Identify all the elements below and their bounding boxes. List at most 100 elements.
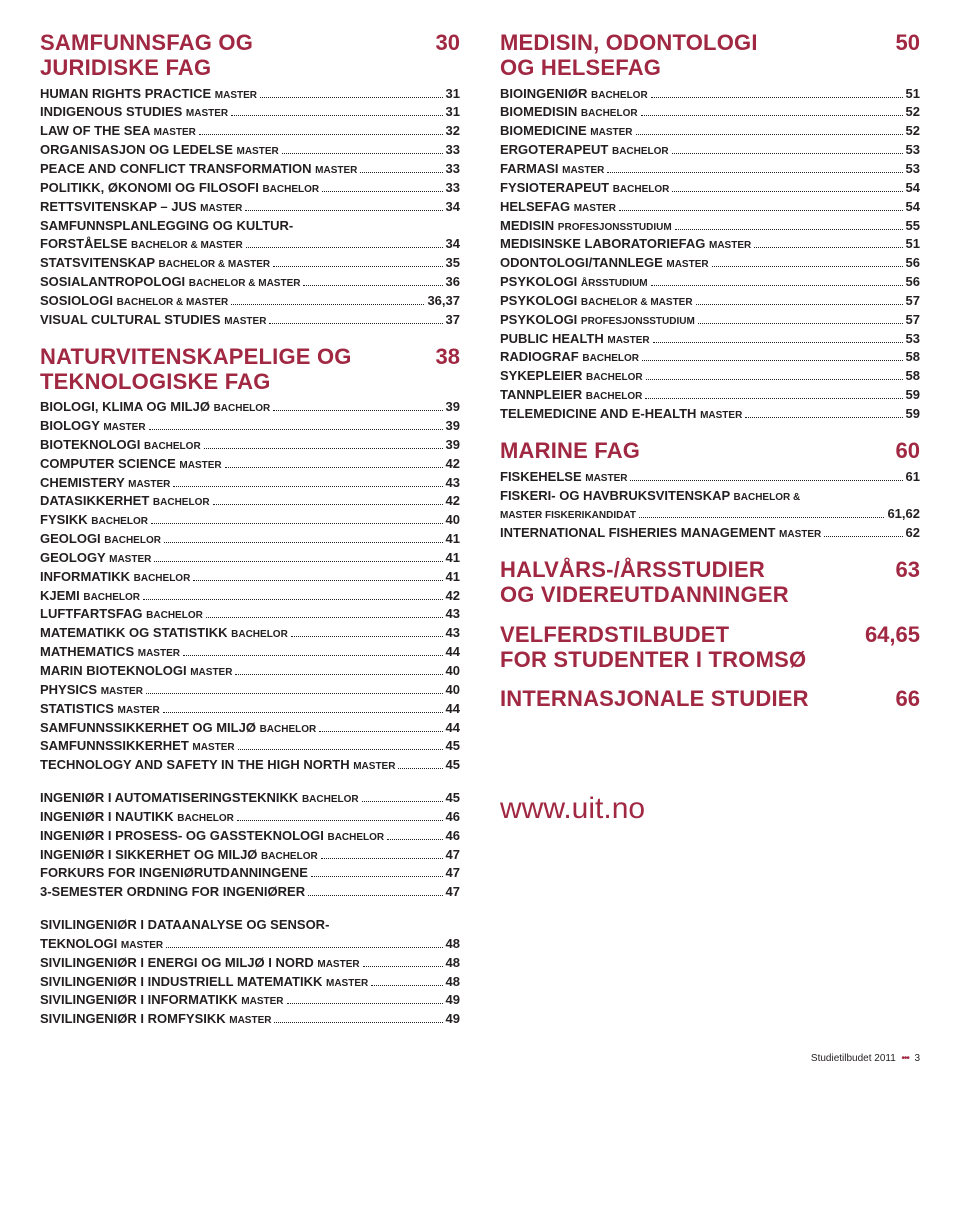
leader-dots — [151, 523, 443, 524]
toc-title: FARMASI MASTER — [500, 160, 604, 179]
toc-page: 42 — [446, 492, 460, 511]
toc-row: MASTER FISKERIKANDIDAT61,62 — [500, 505, 920, 524]
toc-page: 34 — [446, 235, 460, 254]
toc-row: FORKURS FOR INGENIØRUTDANNINGENE47 — [40, 864, 460, 883]
toc-title: COMPUTER SCIENCE MASTER — [40, 455, 222, 474]
toc-title: BIOMEDICINE MASTER — [500, 122, 633, 141]
toc-page: 36 — [446, 273, 460, 292]
toc-page: 33 — [446, 160, 460, 179]
leader-dots — [246, 247, 443, 248]
toc-page: 51 — [906, 235, 920, 254]
toc-row: INGENIØR I NAUTIKK BACHELOR 46 — [40, 808, 460, 827]
leader-dots — [149, 429, 443, 430]
toc-title: 3-SEMESTER ORDNING FOR INGENIØRER — [40, 883, 305, 902]
section-heading: INTERNASJONALE STUDIER66 — [500, 686, 920, 712]
toc-title: ORGANISASJON OG LEDELSE MASTER — [40, 141, 279, 160]
toc-title: INGENIØR I AUTOMATISERINGSTEKNIKK BACHEL… — [40, 789, 359, 808]
toc-title: FISKEHELSE MASTER — [500, 468, 627, 487]
toc-row: BIOLOGY MASTER39 — [40, 417, 460, 436]
leader-dots — [282, 153, 443, 154]
leader-dots — [745, 417, 902, 418]
toc-row: SIVILINGENIØR I ROMFYSIKK MASTER49 — [40, 1010, 460, 1029]
leader-dots — [636, 134, 903, 135]
toc-row: MATHEMATICS MASTER 44 — [40, 643, 460, 662]
toc-title: GEOLOGY MASTER — [40, 549, 151, 568]
toc-page: 53 — [906, 330, 920, 349]
leader-dots — [698, 323, 903, 324]
toc-row: MATEMATIKK OG STATISTIKK BACHELOR43 — [40, 624, 460, 643]
toc-page: 41 — [446, 549, 460, 568]
toc-title: LUFTFARTSFAG BACHELOR — [40, 605, 203, 624]
toc-title: STATISTICS MASTER — [40, 700, 160, 719]
toc-title: LAW OF THE SEA MASTER — [40, 122, 196, 141]
toc-row: INDIGENOUS STUDIES MASTER31 — [40, 103, 460, 122]
toc-page: 45 — [446, 789, 460, 808]
section-page-number: 50 — [884, 30, 920, 56]
toc-page: 45 — [446, 737, 460, 756]
toc-page: 47 — [446, 883, 460, 902]
leader-dots — [696, 304, 903, 305]
toc-title: SAMFUNNSSIKKERHET OG MILJØ BACHELOR — [40, 719, 316, 738]
footer-label: Studietilbudet 2011 — [811, 1053, 896, 1064]
toc-title: DATASIKKERHET BACHELOR — [40, 492, 210, 511]
section-heading: MEDISIN, ODONTOLOGIOG HELSEFAG50 — [500, 30, 920, 81]
toc-row: MEDISIN PROFESJONSSTUDIUM55 — [500, 217, 920, 236]
toc-row: VISUAL CULTURAL STUDIES MASTER37 — [40, 311, 460, 330]
toc-title: INGENIØR I NAUTIKK BACHELOR — [40, 808, 234, 827]
toc-title: MATEMATIKK OG STATISTIKK BACHELOR — [40, 624, 288, 643]
leader-dots — [193, 580, 442, 581]
site-url: www.uit.no — [500, 792, 920, 826]
toc-row: FISKERI- OG HAVBRUKSVITENSKAP BACHELOR & — [500, 487, 920, 506]
left-column: SAMFUNNSFAG OGJURIDISKE FAG30HUMAN RIGHT… — [40, 30, 460, 1029]
section-title: MARINE FAG — [500, 438, 640, 463]
toc-page: 45 — [446, 756, 460, 775]
toc-page: 46 — [446, 808, 460, 827]
toc-page: 32 — [446, 122, 460, 141]
toc-row: SIVILINGENIØR I INFORMATIKK MASTER49 — [40, 991, 460, 1010]
leader-dots — [641, 115, 903, 116]
section-page-number: 63 — [884, 557, 920, 583]
toc-title: FYSIOTERAPEUT BACHELOR — [500, 179, 669, 198]
leader-dots — [651, 285, 903, 286]
toc-title: TANNPLEIER BACHELOR — [500, 386, 642, 405]
leader-dots — [630, 480, 902, 481]
toc-page: 42 — [446, 587, 460, 606]
leader-dots — [143, 599, 443, 600]
toc-row: GEOLOGI BACHELOR41 — [40, 530, 460, 549]
toc-row: BIOTEKNOLOGI BACHELOR39 — [40, 436, 460, 455]
leader-dots — [651, 97, 903, 98]
toc-row: SIVILINGENIØR I ENERGI OG MILJØ I NORD M… — [40, 954, 460, 973]
toc-page: 62 — [906, 524, 920, 543]
leader-dots — [163, 712, 443, 713]
leader-dots — [645, 398, 902, 399]
leader-dots — [291, 636, 443, 637]
toc-page: 39 — [446, 398, 460, 417]
leader-dots — [754, 247, 902, 248]
toc-title: TEKNOLOGI MASTER — [40, 935, 163, 954]
toc-page: 41 — [446, 568, 460, 587]
toc-row: HELSEFAG MASTER54 — [500, 198, 920, 217]
toc-title: FORSTÅELSE BACHELOR & MASTER — [40, 235, 243, 254]
toc-title: FYSIKK BACHELOR — [40, 511, 148, 530]
toc-page: 56 — [906, 273, 920, 292]
toc-title: MATHEMATICS MASTER — [40, 643, 180, 662]
leader-dots — [204, 448, 443, 449]
toc-row: SYKEPLEIER BACHELOR58 — [500, 367, 920, 386]
leader-dots — [146, 693, 443, 694]
toc-page: 40 — [446, 662, 460, 681]
toc-page: 44 — [446, 643, 460, 662]
leader-dots — [237, 820, 443, 821]
toc-page: 49 — [446, 991, 460, 1010]
leader-dots — [646, 379, 903, 380]
toc-title: PHYSICS MASTER — [40, 681, 143, 700]
toc-page: 58 — [906, 367, 920, 386]
section-heading: HALVÅRS-/ÅRSSTUDIEROG VIDEREUTDANNINGER6… — [500, 557, 920, 608]
leader-dots — [154, 561, 442, 562]
toc-title: SOSIOLOGI BACHELOR & MASTER — [40, 292, 228, 311]
toc-title: INDIGENOUS STUDIES MASTER — [40, 103, 228, 122]
leader-dots — [166, 947, 442, 948]
toc-page: 57 — [906, 292, 920, 311]
toc-page: 42 — [446, 455, 460, 474]
toc-row: 3-SEMESTER ORDNING FOR INGENIØRER 47 — [40, 883, 460, 902]
section-title: SAMFUNNSFAG OGJURIDISKE FAG — [40, 30, 253, 81]
